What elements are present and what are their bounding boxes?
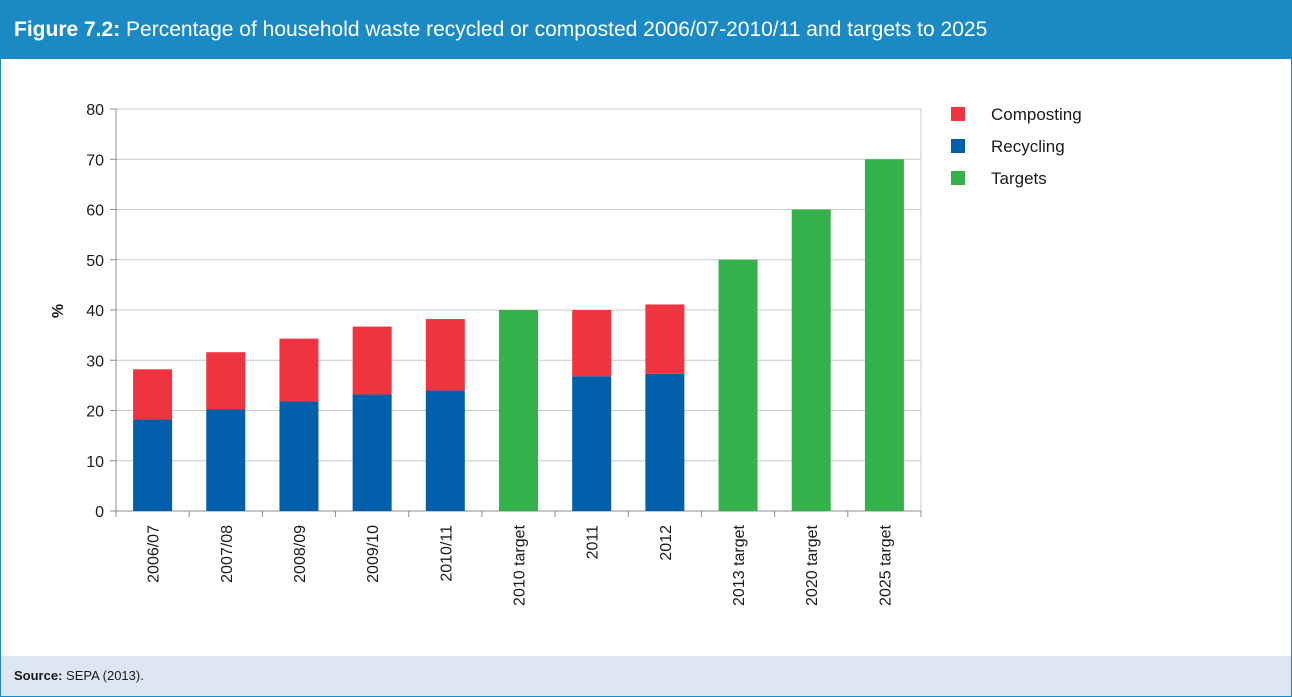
bar-recycling	[206, 409, 246, 511]
figure-label: Figure 7.2:	[14, 18, 121, 41]
y-axis-title: %	[50, 304, 67, 318]
bar-recycling	[572, 376, 612, 511]
y-tick-label: 70	[86, 152, 104, 169]
legend-swatch	[951, 107, 965, 121]
y-tick-label: 40	[86, 303, 104, 320]
y-tick-label: 30	[86, 353, 104, 370]
bar-composting	[133, 369, 173, 420]
bar-composting	[572, 310, 612, 377]
source-label: Source:	[14, 668, 63, 683]
x-category-label: 2010/11	[438, 525, 455, 582]
bar-recycling	[645, 373, 685, 511]
bar-composting	[206, 352, 246, 410]
x-category-label: 2008/09	[292, 525, 309, 583]
x-category-label: 2009/10	[365, 525, 382, 583]
bar-target	[864, 159, 904, 511]
bar-recycling	[133, 419, 173, 511]
y-tick-label: 50	[86, 253, 104, 270]
figure-footer: Source: SEPA (2013).	[1, 656, 1291, 696]
x-category-label: 2013 target	[731, 524, 748, 606]
x-category-label: 2006/07	[146, 525, 163, 583]
bar-target	[718, 259, 758, 511]
y-tick-label: 20	[86, 404, 104, 421]
stacked-bar-chart: 0 10 20 30 40 50 60 70 80 2006/07 2007/08 2008/09 20…	[50, 102, 1082, 606]
x-category-label: 2020 target	[804, 524, 821, 606]
bar-recycling	[279, 401, 319, 511]
legend-label: Targets	[991, 169, 1047, 188]
bar-composting	[352, 326, 392, 395]
bars	[133, 159, 904, 511]
bar-recycling	[425, 390, 465, 511]
y-tick-label: 0	[95, 504, 104, 521]
figure-title: Percentage of household waste recycled o…	[126, 18, 988, 41]
x-category-label: 2012	[658, 525, 675, 561]
bar-composting	[279, 338, 319, 402]
x-category-label: 2025 target	[877, 524, 894, 606]
bar-recycling	[352, 394, 392, 511]
legend-label: Composting	[991, 105, 1082, 124]
y-tick-label: 80	[86, 102, 104, 119]
figure-header: Figure 7.2: Percentage of household wast…	[1, 1, 1291, 59]
x-category-label: 2007/08	[219, 525, 236, 583]
y-tick-label: 10	[86, 454, 104, 471]
source-text: SEPA (2013).	[66, 668, 144, 683]
bar-target	[791, 209, 831, 511]
bar-composting	[425, 319, 465, 391]
x-category-label: 2011	[585, 525, 602, 560]
legend-swatch	[951, 171, 965, 185]
bar-target	[499, 310, 538, 511]
axis-labels: 0 10 20 30 40 50 60 70 80 2006/07 2007/08 2008/09 20…	[86, 102, 894, 606]
x-category-label: 2010 target	[512, 524, 529, 606]
y-tick-label: 60	[86, 203, 104, 220]
legend: Composting Recycling Targets	[951, 105, 1082, 188]
bar-composting	[645, 304, 685, 374]
legend-swatch	[951, 139, 965, 153]
legend-label: Recycling	[991, 137, 1065, 156]
